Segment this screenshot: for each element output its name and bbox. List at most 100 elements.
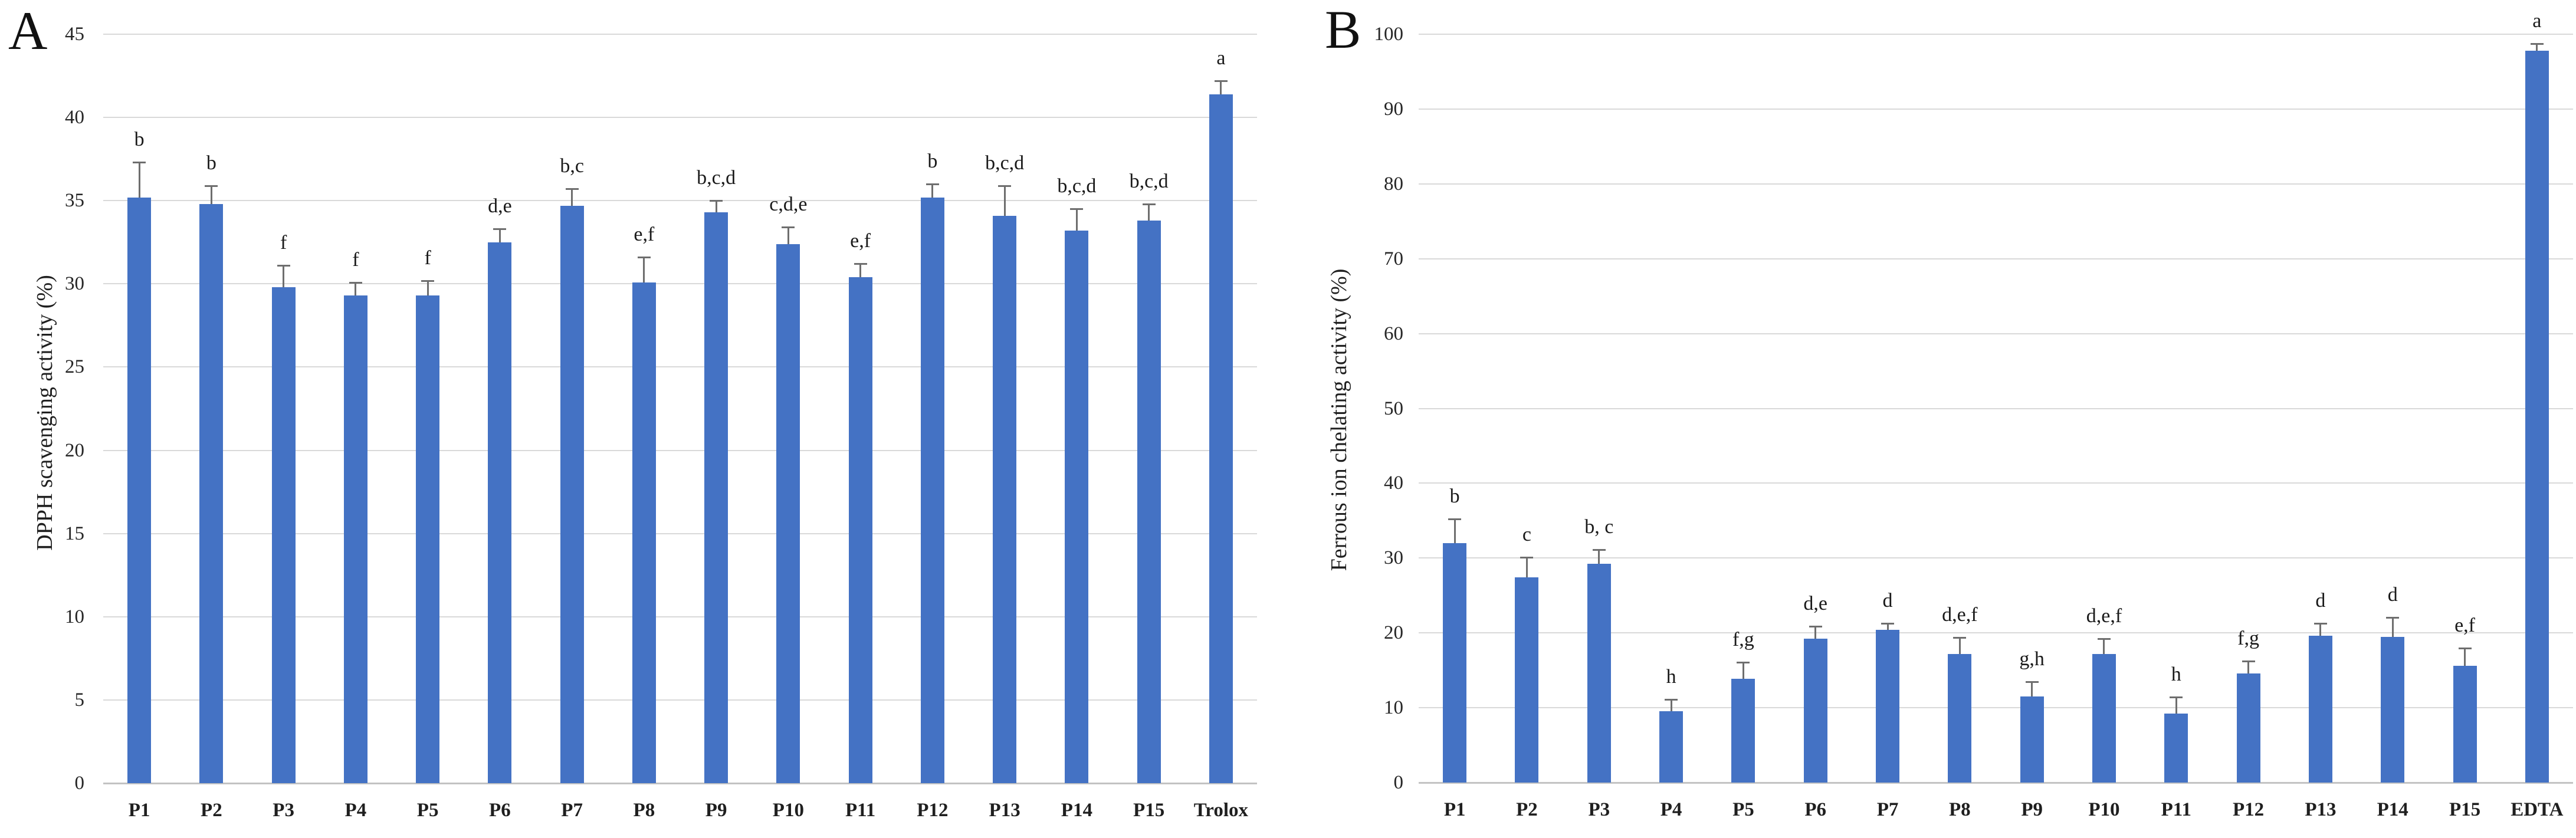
bar-P11 xyxy=(848,277,872,783)
error-bar-line xyxy=(715,201,717,212)
x-category-label: Trolox xyxy=(1193,800,1249,821)
x-category-label: P9 xyxy=(705,800,727,821)
y-tick-label: 40 xyxy=(65,107,84,129)
significance-label: e,f xyxy=(634,224,655,246)
x-axis-line xyxy=(1419,782,2573,784)
error-bar-cap xyxy=(1142,203,1156,205)
panel-a-letter: A xyxy=(8,1,48,61)
bar-EDTA xyxy=(2525,50,2549,783)
x-category-label: P4 xyxy=(1660,799,1682,820)
x-category-label: P12 xyxy=(2233,799,2265,820)
y-tick-label: 40 xyxy=(1384,472,1403,494)
error-bar-cap xyxy=(349,281,362,284)
bar-P4 xyxy=(1659,711,1684,783)
gridline xyxy=(1419,333,2573,334)
error-bar-line xyxy=(2391,617,2394,637)
significance-label: f xyxy=(280,232,287,254)
error-bar-line xyxy=(1814,626,1817,639)
x-category-label: P4 xyxy=(344,800,367,821)
x-category-label: P13 xyxy=(989,800,1020,821)
y-tick-label: 10 xyxy=(65,606,84,627)
significance-label: d xyxy=(2387,583,2398,606)
significance-label: h xyxy=(2171,663,2181,686)
error-bar-line xyxy=(498,229,501,242)
error-bar-cap xyxy=(2386,616,2400,619)
bar-P3 xyxy=(1587,564,1611,783)
x-category-label: P2 xyxy=(1516,799,1538,820)
x-category-label: P2 xyxy=(201,800,222,821)
bar-P13 xyxy=(993,215,1017,783)
significance-label: c xyxy=(1522,524,1532,546)
y-tick-label: 0 xyxy=(1393,772,1404,793)
y-tick-label: 70 xyxy=(1384,248,1403,270)
error-bar-line xyxy=(2247,661,2250,673)
error-bar-cap xyxy=(2170,696,2183,699)
bar-P3 xyxy=(271,287,296,783)
bar-P4 xyxy=(343,295,367,783)
significance-label: a xyxy=(1216,47,1226,70)
error-bar-cap xyxy=(2314,622,2327,625)
gridline xyxy=(1419,408,2573,409)
error-bar-cap xyxy=(2458,647,2472,649)
gridline xyxy=(1419,557,2573,559)
bar-P6 xyxy=(488,242,512,783)
error-bar-cap xyxy=(565,188,579,190)
bar-Trolox xyxy=(1209,94,1233,783)
error-bar-line xyxy=(787,227,789,244)
bar-P15 xyxy=(1137,221,1161,783)
gridline xyxy=(1419,707,2573,709)
significance-label: d,e xyxy=(488,195,512,218)
x-category-label: P1 xyxy=(128,800,150,821)
gridline xyxy=(103,616,1257,617)
bar-P9 xyxy=(2020,696,2044,783)
error-bar-line xyxy=(1220,81,1222,94)
y-tick-label: 25 xyxy=(65,356,84,378)
y-tick-label: 60 xyxy=(1384,323,1403,344)
gridline xyxy=(1419,108,2573,110)
significance-label: f xyxy=(424,247,431,269)
y-tick-label: 0 xyxy=(74,773,85,794)
error-bar-line xyxy=(355,282,357,296)
significance-label: b,c xyxy=(560,155,584,178)
bar-P13 xyxy=(2308,636,2332,783)
gridline xyxy=(103,449,1257,451)
error-bar-cap xyxy=(998,185,1012,187)
error-bar-line xyxy=(1148,203,1150,221)
gridline xyxy=(103,533,1257,534)
x-category-label: P5 xyxy=(1732,799,1754,820)
x-category-label: P11 xyxy=(845,800,876,821)
x-category-label: P7 xyxy=(561,800,583,821)
x-category-label: P3 xyxy=(273,800,294,821)
error-bar-line xyxy=(2031,681,2033,697)
error-bar-cap xyxy=(493,228,507,231)
error-bar-cap xyxy=(205,185,218,187)
x-category-label: P1 xyxy=(1443,799,1466,820)
bar-P11 xyxy=(2164,714,2188,783)
error-bar-line xyxy=(1670,699,1672,712)
bar-P10 xyxy=(776,244,800,783)
bar-P5 xyxy=(416,295,440,783)
x-category-label: P6 xyxy=(1804,799,1827,820)
error-bar-cap xyxy=(1737,661,1750,663)
significance-label: b xyxy=(134,129,145,151)
gridline xyxy=(103,117,1257,119)
error-bar-cap xyxy=(421,280,435,282)
bar-P1 xyxy=(1443,543,1467,783)
significance-label: e,f xyxy=(2454,614,2475,636)
bar-P14 xyxy=(1065,231,1089,783)
error-bar-cap xyxy=(926,183,939,185)
x-category-label: P9 xyxy=(2021,799,2043,820)
error-bar-line xyxy=(1886,623,1889,630)
bar-P7 xyxy=(1876,630,1900,783)
error-bar-cap xyxy=(2097,638,2111,640)
significance-label: c,d,e xyxy=(769,193,808,216)
bar-P7 xyxy=(560,205,584,783)
error-bar-line xyxy=(1525,557,1528,578)
error-bar-cap xyxy=(710,200,723,202)
error-bar-line xyxy=(571,189,573,206)
error-bar-line xyxy=(283,265,285,287)
significance-label: b, c xyxy=(1584,516,1614,538)
significance-label: b xyxy=(1449,485,1460,508)
